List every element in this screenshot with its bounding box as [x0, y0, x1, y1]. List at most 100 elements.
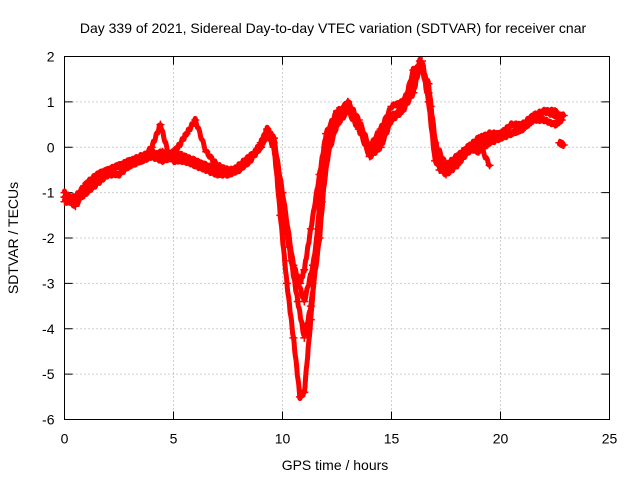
- data-point-marker: [136, 156, 145, 165]
- data-point-marker: [93, 175, 102, 184]
- data-point-marker: [300, 265, 309, 274]
- data-point-marker: [300, 297, 309, 306]
- data-point-marker: [426, 102, 435, 111]
- data-point-marker: [278, 206, 287, 215]
- data-point-marker: [398, 106, 407, 115]
- data-point-marker: [263, 129, 272, 138]
- data-point-marker: [343, 97, 352, 106]
- x-axis-title: GPS time / hours: [282, 457, 389, 473]
- data-point-marker: [485, 134, 494, 143]
- data-point-marker: [291, 270, 300, 279]
- data-point-marker: [485, 161, 494, 170]
- x-tick-label: 5: [170, 431, 178, 447]
- y-axis-title: SDTVAR / TECUs: [5, 182, 21, 294]
- data-point-marker: [156, 120, 165, 129]
- data-point-marker: [125, 161, 134, 170]
- data-point-marker: [180, 156, 189, 165]
- data-point-marker: [115, 170, 123, 179]
- x-tick-label: 25: [602, 431, 618, 447]
- data-point-marker: [326, 134, 335, 143]
- y-tick-label: -4: [42, 321, 55, 337]
- data-point-marker: [213, 170, 222, 179]
- data-point-marker: [398, 97, 407, 106]
- y-tick-label: -2: [42, 230, 55, 246]
- data-point-marker: [551, 106, 559, 115]
- data-point-marker: [551, 120, 559, 129]
- x-tick-label: 0: [61, 431, 69, 447]
- data-point-marker: [529, 111, 538, 120]
- data-point-marker: [376, 125, 385, 134]
- data-point-marker: [115, 161, 123, 170]
- data-point-marker: [444, 165, 453, 174]
- data-point-marker: [82, 184, 91, 193]
- y-tick-label: -5: [42, 366, 55, 382]
- x-tick-label: 20: [493, 431, 509, 447]
- y-tick-label: 1: [47, 94, 55, 110]
- data-point-marker: [559, 140, 568, 149]
- data-point-marker: [540, 106, 549, 115]
- series-track-5: [555, 138, 568, 149]
- data-series: [60, 56, 568, 401]
- data-point-marker: [507, 120, 516, 129]
- data-point-marker: [306, 224, 315, 233]
- data-point-marker: [507, 129, 516, 138]
- data-point-marker: [335, 116, 344, 125]
- data-point-marker: [169, 156, 178, 165]
- data-point-marker: [387, 102, 396, 111]
- data-point-marker: [306, 302, 315, 311]
- data-point-marker: [354, 116, 363, 125]
- y-tick-label: -6: [42, 412, 55, 428]
- y-tick-label: -1: [42, 185, 55, 201]
- data-point-marker: [60, 193, 69, 202]
- data-point-marker: [147, 152, 156, 161]
- data-point-marker: [557, 116, 566, 125]
- data-point-marker: [182, 129, 191, 138]
- data-point-marker: [202, 147, 211, 156]
- y-tick-label: 0: [47, 139, 55, 155]
- series-track-2: [60, 61, 494, 401]
- series-trace: [62, 62, 493, 401]
- y-tick-label: -3: [42, 275, 55, 291]
- data-point-marker: [418, 57, 427, 66]
- data-point-marker: [256, 143, 265, 152]
- data-point-marker: [518, 120, 527, 129]
- data-point-marker: [365, 143, 374, 152]
- data-point-marker: [71, 202, 80, 211]
- data-point-marker: [234, 165, 243, 174]
- data-point-marker: [169, 147, 178, 156]
- data-point-marker: [282, 279, 291, 288]
- data-point-marker: [289, 333, 298, 342]
- x-tick-label: 15: [384, 431, 400, 447]
- data-point-marker: [452, 156, 461, 165]
- series-track-4: [60, 57, 566, 306]
- data-point-marker: [191, 116, 200, 125]
- data-point-marker: [435, 165, 444, 174]
- data-point-marker: [496, 129, 505, 138]
- data-point-marker: [285, 243, 294, 252]
- data-point-marker: [474, 143, 483, 152]
- data-point-marker: [555, 138, 564, 147]
- data-point-marker: [300, 333, 309, 342]
- data-point-marker: [224, 170, 232, 179]
- data-point-marker: [409, 79, 418, 88]
- data-point-marker: [104, 165, 113, 174]
- data-point-marker: [202, 165, 211, 174]
- data-point-marker: [269, 143, 278, 152]
- y-tick-labels: -6 -5 -4 -3 -2 -1 0 1 2: [42, 49, 55, 428]
- data-point-marker: [540, 116, 549, 125]
- data-point-marker: [295, 392, 304, 401]
- data-point-marker: [191, 161, 200, 170]
- data-point-marker: [463, 147, 472, 156]
- data-point-marker: [158, 147, 167, 156]
- data-point-marker: [376, 143, 385, 152]
- x-tick-labels: 0 5 10 15 20 25: [61, 431, 618, 447]
- data-point-marker: [309, 261, 318, 270]
- axis-ticks: [64, 56, 610, 420]
- data-point-marker: [300, 388, 309, 397]
- x-tick-label: 10: [275, 431, 291, 447]
- chart-title: Day 339 of 2021, Sidereal Day-to-day VTE…: [80, 20, 587, 36]
- data-point-marker: [317, 197, 326, 206]
- data-point-marker: [365, 152, 374, 161]
- y-tick-label: 2: [47, 49, 55, 65]
